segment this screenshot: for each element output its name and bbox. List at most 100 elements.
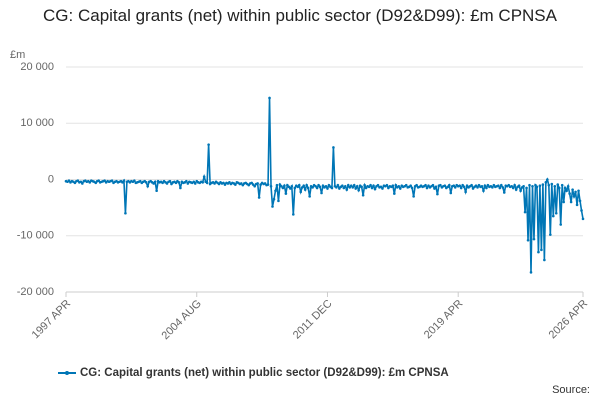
- data-point: [271, 205, 274, 208]
- data-point: [305, 183, 308, 187]
- data-point: [121, 181, 124, 184]
- data-point: [387, 186, 390, 190]
- data-point: [544, 181, 548, 184]
- data-point: [431, 183, 435, 187]
- data-point: [348, 186, 352, 189]
- data-point: [367, 185, 371, 189]
- data-point: [449, 191, 453, 195]
- data-point: [393, 192, 396, 195]
- data-point: [550, 182, 554, 186]
- data-point: [346, 183, 350, 187]
- data-point: [447, 183, 451, 187]
- data-point: [412, 195, 415, 198]
- x-tick-label: 1997 APR: [30, 298, 74, 342]
- data-point: [152, 182, 155, 185]
- data-point: [247, 183, 251, 187]
- data-point: [345, 188, 349, 191]
- data-point: [269, 184, 273, 188]
- data-point: [97, 179, 100, 182]
- data-point: [306, 186, 310, 190]
- data-point: [94, 181, 98, 185]
- data-point: [453, 186, 457, 189]
- data-point: [318, 185, 322, 189]
- data-point: [293, 186, 297, 190]
- data-point: [409, 184, 412, 187]
- data-point: [436, 192, 439, 196]
- data-point: [257, 196, 261, 199]
- data-point: [263, 182, 267, 185]
- data-point: [569, 200, 573, 204]
- data-point: [364, 186, 368, 190]
- data-point: [491, 186, 494, 189]
- data-point: [283, 184, 286, 187]
- data-point: [320, 191, 323, 195]
- y-axis-label: £m: [10, 49, 25, 61]
- chart-title: CG: Capital grants (net) within public s…: [43, 6, 557, 25]
- data-point: [73, 181, 77, 185]
- data-point: [336, 183, 340, 187]
- data-point: [122, 179, 126, 182]
- data-point: [250, 181, 254, 185]
- data-point: [292, 213, 295, 216]
- data-point: [234, 183, 237, 186]
- data-point: [492, 183, 496, 187]
- data-point: [498, 186, 502, 190]
- data-point: [311, 186, 314, 189]
- data-point: [110, 179, 114, 182]
- data-point: [277, 199, 280, 203]
- data-point: [471, 187, 475, 190]
- data-point: [522, 184, 525, 188]
- y-tick-label: 20 000: [20, 61, 54, 73]
- data-point: [562, 200, 565, 204]
- data-point: [554, 211, 558, 215]
- y-tick-label: -10 000: [17, 230, 54, 242]
- data-point: [275, 183, 279, 187]
- data-point: [517, 184, 521, 187]
- data-point: [540, 248, 543, 252]
- data-point: [446, 185, 450, 189]
- data-point: [290, 184, 294, 188]
- data-point: [476, 186, 479, 189]
- data-point: [165, 182, 169, 185]
- data-point: [193, 182, 197, 185]
- data-point: [486, 183, 490, 187]
- data-point: [168, 179, 172, 183]
- data-point: [538, 184, 542, 187]
- x-tick-label: 2019 APR: [422, 298, 466, 342]
- data-point: [327, 183, 331, 187]
- data-point: [424, 183, 427, 187]
- data-point: [557, 186, 561, 190]
- data-point: [324, 184, 328, 188]
- data-point: [192, 180, 196, 184]
- data-point: [464, 190, 467, 194]
- data-point: [482, 189, 485, 193]
- data-point: [161, 181, 164, 185]
- data-point: [381, 187, 384, 190]
- data-point: [79, 180, 83, 184]
- data-point: [274, 189, 277, 193]
- data-point: [578, 199, 582, 203]
- data-point: [213, 182, 216, 185]
- data-point: [434, 185, 438, 189]
- data-point: [369, 183, 372, 187]
- data-point: [144, 181, 148, 184]
- data-point: [483, 184, 487, 187]
- data-point: [571, 188, 574, 191]
- data-point: [253, 184, 256, 188]
- data-point: [103, 179, 106, 182]
- data-point: [568, 192, 571, 195]
- data-point: [427, 184, 430, 187]
- data-point: [523, 210, 527, 214]
- data-point: [303, 188, 307, 191]
- data-point: [373, 187, 377, 191]
- data-point: [272, 197, 276, 201]
- data-point: [385, 183, 389, 187]
- data-point: [477, 183, 481, 187]
- data-point: [528, 183, 531, 187]
- data-point: [532, 237, 536, 241]
- data-point: [222, 181, 225, 185]
- data-point: [526, 238, 530, 242]
- data-point: [170, 182, 173, 186]
- legend-marker: [65, 371, 69, 375]
- data-point: [217, 182, 221, 186]
